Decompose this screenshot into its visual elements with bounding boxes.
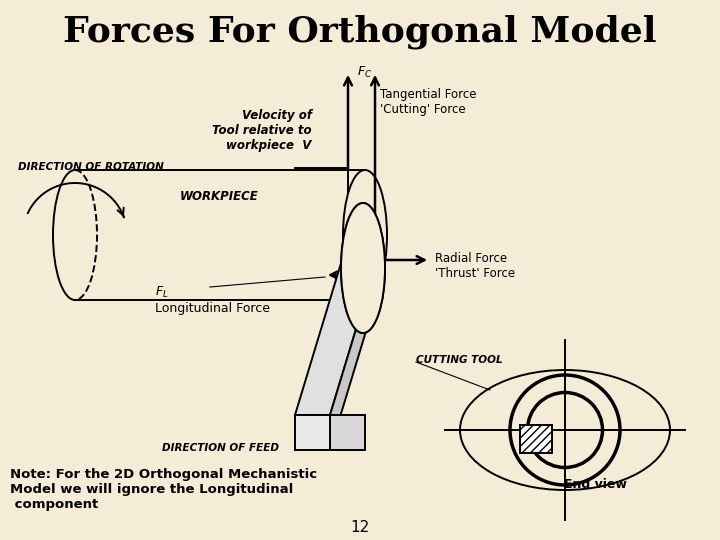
- Text: $F_L$
Longitudinal Force: $F_L$ Longitudinal Force: [155, 285, 270, 315]
- Polygon shape: [295, 415, 330, 450]
- Text: 12: 12: [351, 521, 369, 536]
- Text: DIRECTION OF ROTATION: DIRECTION OF ROTATION: [18, 162, 163, 172]
- Ellipse shape: [528, 393, 603, 468]
- Text: WORKPIECE: WORKPIECE: [180, 190, 258, 202]
- Text: $F_C$: $F_C$: [356, 64, 372, 79]
- Text: Forces For Orthogonal Model: Forces For Orthogonal Model: [63, 15, 657, 49]
- Text: Note: For the 2D Orthogonal Mechanistic
Model we will ignore the Longitudinal
 c: Note: For the 2D Orthogonal Mechanistic …: [10, 468, 317, 511]
- Polygon shape: [330, 250, 380, 450]
- Text: Tangential Force
'Cutting' Force: Tangential Force 'Cutting' Force: [380, 88, 477, 116]
- Text: Velocity of
Tool relative to
workpiece  V: Velocity of Tool relative to workpiece V: [212, 109, 312, 152]
- Text: DIRECTION OF FEED: DIRECTION OF FEED: [162, 443, 279, 453]
- Text: CUTTING TOOL: CUTTING TOOL: [416, 355, 503, 365]
- Polygon shape: [330, 415, 365, 450]
- Text: End view: End view: [564, 478, 626, 491]
- Ellipse shape: [510, 375, 620, 485]
- Text: $F_r$: $F_r$: [357, 252, 370, 267]
- Ellipse shape: [341, 203, 385, 333]
- Polygon shape: [295, 250, 380, 415]
- Ellipse shape: [343, 170, 387, 300]
- Polygon shape: [520, 425, 552, 453]
- Text: Radial Force
'Thrust' Force: Radial Force 'Thrust' Force: [435, 252, 515, 280]
- Ellipse shape: [341, 203, 385, 333]
- Ellipse shape: [460, 370, 670, 490]
